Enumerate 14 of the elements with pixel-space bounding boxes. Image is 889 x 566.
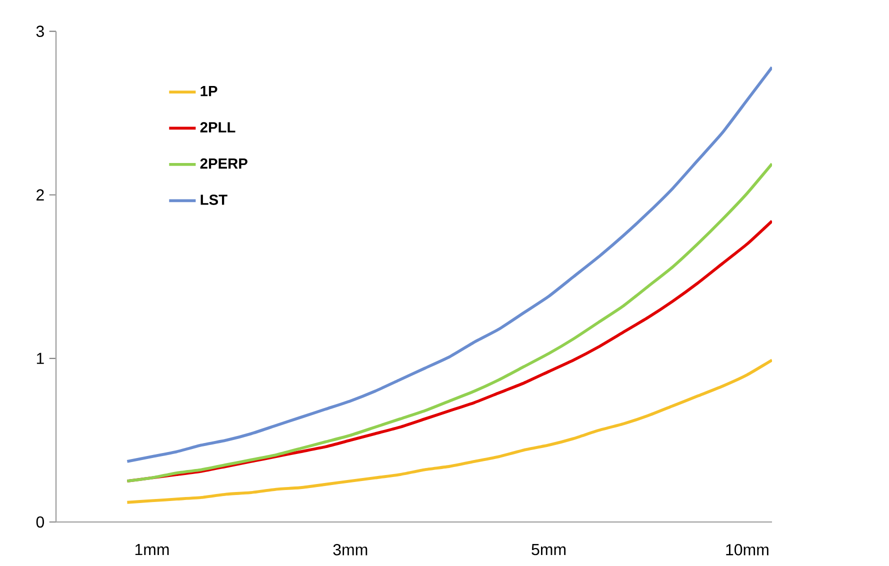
y-tick-label: 0 [36,516,44,528]
x-tick-label: 3mm [333,544,368,556]
legend-label: 2PERP [200,158,248,169]
line-series [126,358,772,504]
legend-label: LST [200,194,228,205]
line-series [126,66,772,463]
x-tick-label: 10mm [726,544,768,556]
y-tick-label: 2 [36,189,44,200]
x-tick-label: 1mm [135,544,169,556]
legend-label: 2PLL [200,122,236,132]
y-tick-label: 3 [36,26,44,37]
x-tick-label: 5mm [532,544,566,556]
legend-label: 1P [200,86,218,96]
y-tick-label: 1 [36,352,44,364]
